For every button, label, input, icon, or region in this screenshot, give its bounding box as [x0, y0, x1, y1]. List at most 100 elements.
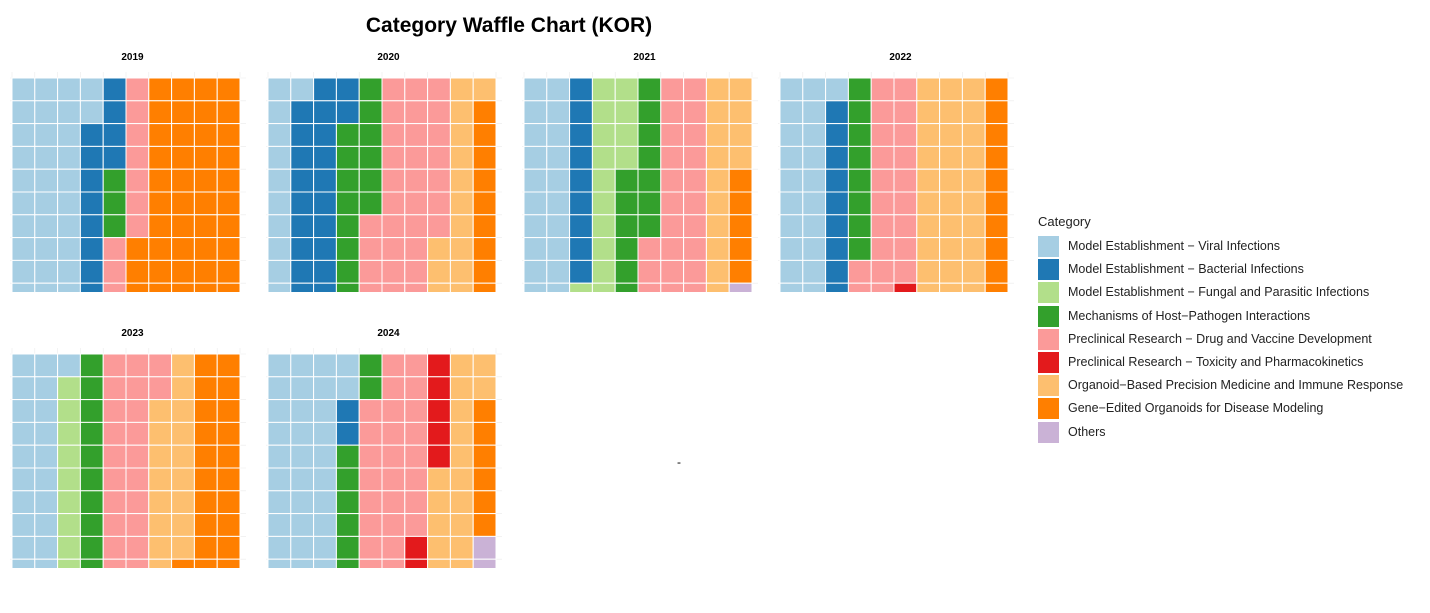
waffle-cell-viral	[79, 77, 104, 102]
waffle-cell-precision	[171, 444, 195, 469]
waffle-cell-precision	[916, 100, 941, 125]
waffle-cell-precision	[961, 237, 986, 261]
waffle-cell-hostpath	[614, 168, 639, 193]
waffle-cell-precision	[705, 282, 730, 292]
waffle-cell-gene	[125, 282, 150, 292]
waffle-cell-bacterial	[825, 123, 849, 147]
waffle-cell-hostpath	[79, 535, 104, 560]
waffle-cell-precision	[449, 77, 474, 102]
waffle-cell-gene	[171, 123, 195, 147]
waffle-cell-viral	[11, 123, 36, 147]
waffle-cell-fungal	[57, 558, 81, 568]
waffle-cell-drug	[683, 214, 707, 239]
waffle-cell-precision	[705, 77, 730, 102]
waffle-cell-gene	[728, 191, 753, 216]
waffle-cell-viral	[267, 535, 292, 560]
waffle-cell-drug	[683, 237, 707, 261]
waffle-cell-hostpath	[614, 237, 639, 261]
waffle-cell-precision	[705, 100, 730, 125]
waffle-cell-drug	[660, 168, 685, 193]
waffle-cell-fungal	[591, 77, 616, 102]
waffle-cell-viral	[11, 444, 36, 469]
waffle-cell-drug	[870, 214, 895, 239]
waffle-cell-hostpath	[847, 145, 872, 170]
waffle-cell-precision	[939, 100, 963, 125]
waffle-cell-viral	[11, 399, 36, 423]
waffle-cell-tox	[427, 421, 451, 446]
waffle-cell-viral	[290, 399, 315, 423]
waffle-cell-hostpath	[614, 259, 639, 284]
waffle-cell-viral	[290, 421, 315, 446]
waffle-cell-hostpath	[358, 100, 383, 125]
waffle-cell-precision	[449, 444, 474, 469]
waffle-cell-drug	[358, 259, 383, 284]
waffle-cell-viral	[267, 421, 292, 446]
waffle-cell-precision	[449, 558, 474, 568]
waffle-cell-viral	[11, 535, 36, 560]
waffle-cell-gene	[125, 259, 150, 284]
waffle-cell-drug	[102, 421, 127, 446]
waffle-cell-drug	[358, 490, 383, 515]
waffle-cell-viral	[57, 145, 81, 170]
waffle-cell-fungal	[591, 145, 616, 170]
waffle-cell-gene	[193, 558, 218, 568]
waffle-cell-hostpath	[79, 444, 104, 469]
waffle-cell-drug	[358, 237, 383, 261]
waffle-cell-hostpath	[614, 282, 639, 292]
waffle-cell-drug	[427, 191, 451, 216]
waffle-cell-drug	[893, 145, 918, 170]
waffle-cell-drug	[404, 399, 429, 423]
waffle-cell-hostpath	[847, 214, 872, 239]
waffle-cell-viral	[802, 145, 827, 170]
waffle-cell-tox	[427, 399, 451, 423]
waffle-cell-gene	[193, 513, 218, 537]
waffle-cell-drug	[125, 145, 150, 170]
waffle-cell-precision	[427, 259, 451, 284]
legend-swatch	[1038, 236, 1059, 257]
waffle-cell-precision	[171, 535, 195, 560]
waffle-cell-viral	[290, 353, 315, 378]
waffle-cell-precision	[916, 168, 941, 193]
waffle-cell-precision	[449, 123, 474, 147]
waffle-cell-viral	[267, 376, 292, 401]
waffle-cell-drug	[125, 123, 150, 147]
waffle-cell-precision	[427, 237, 451, 261]
waffle-cell-drug	[870, 123, 895, 147]
waffle-cell-gene	[984, 214, 1009, 239]
waffle-grid	[10, 348, 246, 568]
waffle-cell-bacterial	[569, 123, 593, 147]
waffle-cell-viral	[11, 513, 36, 537]
waffle-cell-drug	[870, 145, 895, 170]
waffle-cell-hostpath	[614, 214, 639, 239]
waffle-cell-drug	[381, 282, 406, 292]
waffle-cell-drug	[870, 168, 895, 193]
waffle-cell-viral	[313, 421, 337, 446]
waffle-cell-viral	[523, 237, 548, 261]
waffle-cell-viral	[290, 444, 315, 469]
legend-label: Model Establishment − Viral Infections	[1068, 239, 1281, 253]
waffle-cell-viral	[313, 353, 337, 378]
waffle-cell-drug	[660, 77, 685, 102]
waffle-cell-gene	[171, 237, 195, 261]
waffle-cell-bacterial	[569, 77, 593, 102]
waffle-cell-viral	[523, 259, 548, 284]
waffle-cell-bacterial	[290, 191, 315, 216]
waffle-cell-gene	[148, 191, 173, 216]
waffle-cell-drug	[102, 444, 127, 469]
waffle-cell-viral	[11, 558, 36, 568]
waffle-cell-bacterial	[825, 145, 849, 170]
waffle-cell-bacterial	[335, 100, 360, 125]
waffle-cell-gene	[472, 168, 497, 193]
waffle-cell-drug	[404, 376, 429, 401]
waffle-cell-precision	[449, 513, 474, 537]
waffle-cell-drug	[683, 168, 707, 193]
waffle-cell-precision	[705, 168, 730, 193]
waffle-cell-hostpath	[79, 399, 104, 423]
waffle-cell-drug	[660, 100, 685, 125]
waffle-cell-drug	[404, 191, 429, 216]
waffle-cell-hostpath	[847, 123, 872, 147]
waffle-cell-viral	[313, 376, 337, 401]
waffle-cell-drug	[125, 513, 150, 537]
waffle-cell-drug	[381, 399, 406, 423]
waffle-cell-gene	[148, 168, 173, 193]
